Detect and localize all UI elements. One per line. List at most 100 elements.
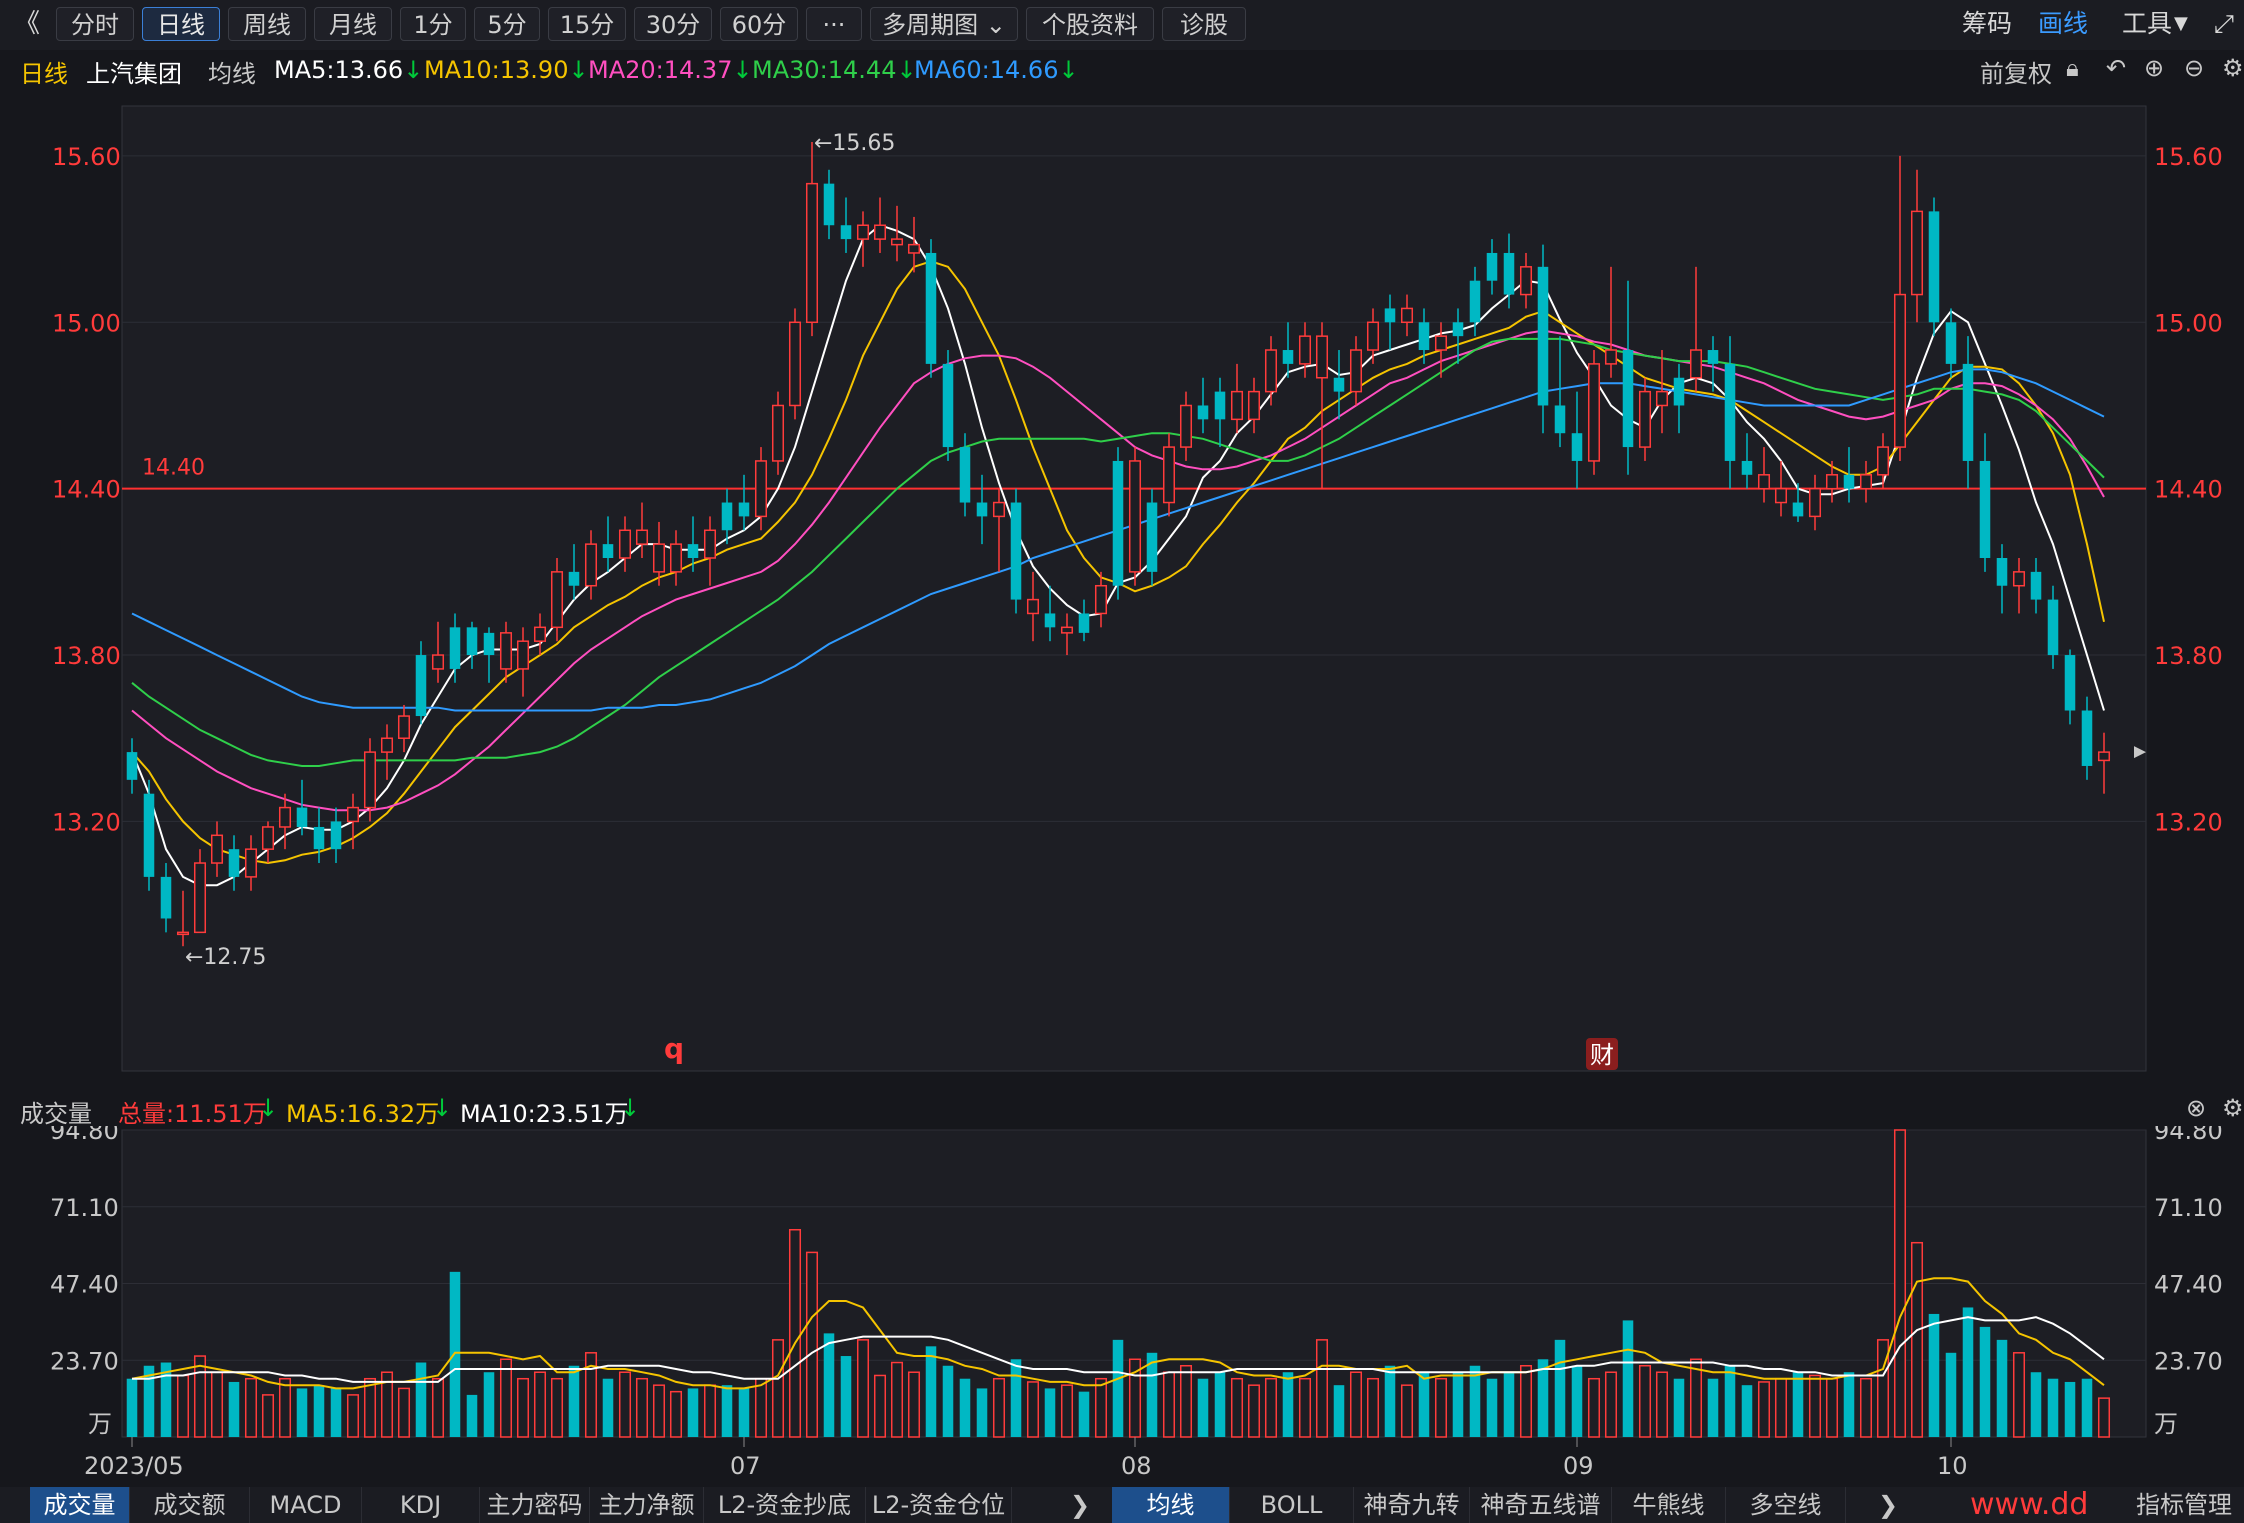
- candlestick[interactable]: [278, 793, 292, 850]
- volume-bar[interactable]: [261, 1394, 275, 1438]
- candlestick[interactable]: [1112, 447, 1124, 600]
- zoom-out-icon[interactable]: ⊖: [2184, 54, 2205, 82]
- volume-bar[interactable]: [771, 1339, 785, 1438]
- candlestick[interactable]: [1128, 447, 1142, 586]
- volume-bar[interactable]: [313, 1385, 325, 1437]
- adjust-mode-label[interactable]: 前复权: [1980, 60, 2052, 88]
- volume-bar[interactable]: [1486, 1378, 1498, 1437]
- volume-bar[interactable]: [1655, 1371, 1669, 1438]
- candlestick[interactable]: [1928, 197, 1940, 337]
- volume-bar[interactable]: [1996, 1339, 2008, 1437]
- volume-bar[interactable]: [126, 1378, 138, 1437]
- candlestick[interactable]: [754, 447, 768, 531]
- candlestick[interactable]: [346, 793, 360, 850]
- volume-bar[interactable]: [1928, 1313, 1940, 1437]
- candlestick[interactable]: [602, 516, 614, 572]
- candlestick[interactable]: [499, 621, 513, 683]
- volume-bar[interactable]: [1979, 1326, 1991, 1437]
- volume-bar[interactable]: [278, 1377, 292, 1438]
- candlestick[interactable]: [1434, 322, 1448, 378]
- volume-bar[interactable]: [1945, 1352, 1957, 1437]
- chevron-down-icon[interactable]: ▼: [2174, 13, 2188, 34]
- volume-bar[interactable]: [210, 1371, 224, 1438]
- overlay-tab[interactable]: 神奇九转: [1354, 1487, 1470, 1523]
- volume-bar[interactable]: [669, 1390, 683, 1438]
- candlestick[interactable]: [550, 557, 564, 642]
- volume-bar[interactable]: [1843, 1372, 1855, 1437]
- volume-bar[interactable]: [1349, 1371, 1363, 1438]
- volume-bar[interactable]: [1247, 1384, 1261, 1438]
- period-tab[interactable]: 1分: [400, 7, 466, 41]
- candlestick[interactable]: [1486, 239, 1498, 295]
- candlestick[interactable]: [1792, 483, 1804, 522]
- candlestick[interactable]: [244, 835, 258, 891]
- fullscreen-icon[interactable]: ⤢: [2214, 9, 2235, 38]
- candlestick[interactable]: [2047, 585, 2059, 669]
- volume-bar[interactable]: [1638, 1365, 1652, 1438]
- volume-bar[interactable]: [959, 1378, 971, 1437]
- volume-bar[interactable]: [1384, 1365, 1396, 1437]
- price-pane[interactable]: [121, 105, 2147, 1072]
- volume-bar[interactable]: [1469, 1365, 1481, 1437]
- volume-bar[interactable]: [1587, 1377, 1601, 1438]
- candlestick[interactable]: [2012, 557, 2026, 614]
- volume-bar[interactable]: [1571, 1365, 1583, 1437]
- undo-icon[interactable]: ↶: [2106, 54, 2127, 82]
- candlestick[interactable]: [1689, 266, 1703, 392]
- indicator-tab[interactable]: 主力密码: [480, 1487, 590, 1523]
- volume-bar[interactable]: [1060, 1384, 1074, 1438]
- candlestick[interactable]: [1808, 474, 1822, 531]
- candlestick[interactable]: [1673, 363, 1685, 434]
- volume-bar[interactable]: [550, 1377, 564, 1438]
- candlestick[interactable]: [1060, 613, 1074, 656]
- candlestick[interactable]: [992, 488, 1006, 572]
- candlestick[interactable]: [738, 474, 750, 531]
- candlestick[interactable]: [1707, 336, 1719, 392]
- zoom-in-icon[interactable]: ⊕: [2144, 54, 2165, 82]
- volume-bar[interactable]: [754, 1377, 768, 1438]
- candlestick[interactable]: [261, 821, 275, 864]
- volume-bar[interactable]: [533, 1371, 547, 1438]
- volume-bar[interactable]: [1400, 1384, 1414, 1438]
- candlestick[interactable]: [618, 516, 632, 572]
- candlestick[interactable]: [193, 849, 207, 934]
- volume-bar[interactable]: [823, 1333, 835, 1437]
- candlestick[interactable]: [1503, 233, 1515, 309]
- volume-bar[interactable]: [1622, 1320, 1634, 1437]
- indicator-tab[interactable]: L2-资金抄底: [704, 1487, 866, 1523]
- candlestick[interactable]: [976, 474, 988, 545]
- indicator-manage-button[interactable]: 指标管理: [2136, 1491, 2232, 1519]
- period-tab[interactable]: 15分: [548, 7, 626, 41]
- candlestick[interactable]: [1315, 322, 1329, 489]
- volume-bar[interactable]: [466, 1394, 478, 1437]
- candlestick[interactable]: [2081, 696, 2093, 780]
- period-tab[interactable]: 60分: [720, 7, 798, 41]
- candlestick[interactable]: [1247, 377, 1261, 434]
- volume-bar[interactable]: [1434, 1377, 1448, 1438]
- candlestick[interactable]: [1044, 585, 1056, 642]
- candlestick[interactable]: [1724, 336, 1736, 489]
- candlestick[interactable]: [1333, 350, 1345, 420]
- volume-bar[interactable]: [1026, 1381, 1040, 1438]
- indicator-tab[interactable]: 主力净额: [590, 1487, 704, 1523]
- indicator-tab[interactable]: MACD: [250, 1487, 362, 1523]
- draw-line-button[interactable]: 画线: [2038, 9, 2089, 38]
- candlestick[interactable]: [483, 627, 495, 683]
- volume-bar[interactable]: [1673, 1378, 1685, 1437]
- candlestick[interactable]: [1264, 336, 1278, 406]
- volume-bar[interactable]: [738, 1388, 750, 1437]
- period-tab[interactable]: 5分: [474, 7, 540, 41]
- volume-bar[interactable]: [856, 1339, 870, 1438]
- volume-bar[interactable]: [890, 1361, 904, 1438]
- period-tab[interactable]: 个股资料: [1026, 7, 1154, 41]
- candlestick[interactable]: [1078, 599, 1090, 642]
- volume-bar[interactable]: [346, 1394, 360, 1438]
- volume-bar[interactable]: [516, 1377, 530, 1438]
- candlestick[interactable]: [687, 516, 699, 572]
- candlestick[interactable]: [1604, 266, 1618, 378]
- volume-bar[interactable]: [1282, 1372, 1294, 1437]
- volume-bar[interactable]: [415, 1362, 427, 1437]
- candlestick[interactable]: [1554, 336, 1566, 448]
- candlestick[interactable]: [771, 391, 785, 475]
- volume-bar[interactable]: [143, 1365, 155, 1437]
